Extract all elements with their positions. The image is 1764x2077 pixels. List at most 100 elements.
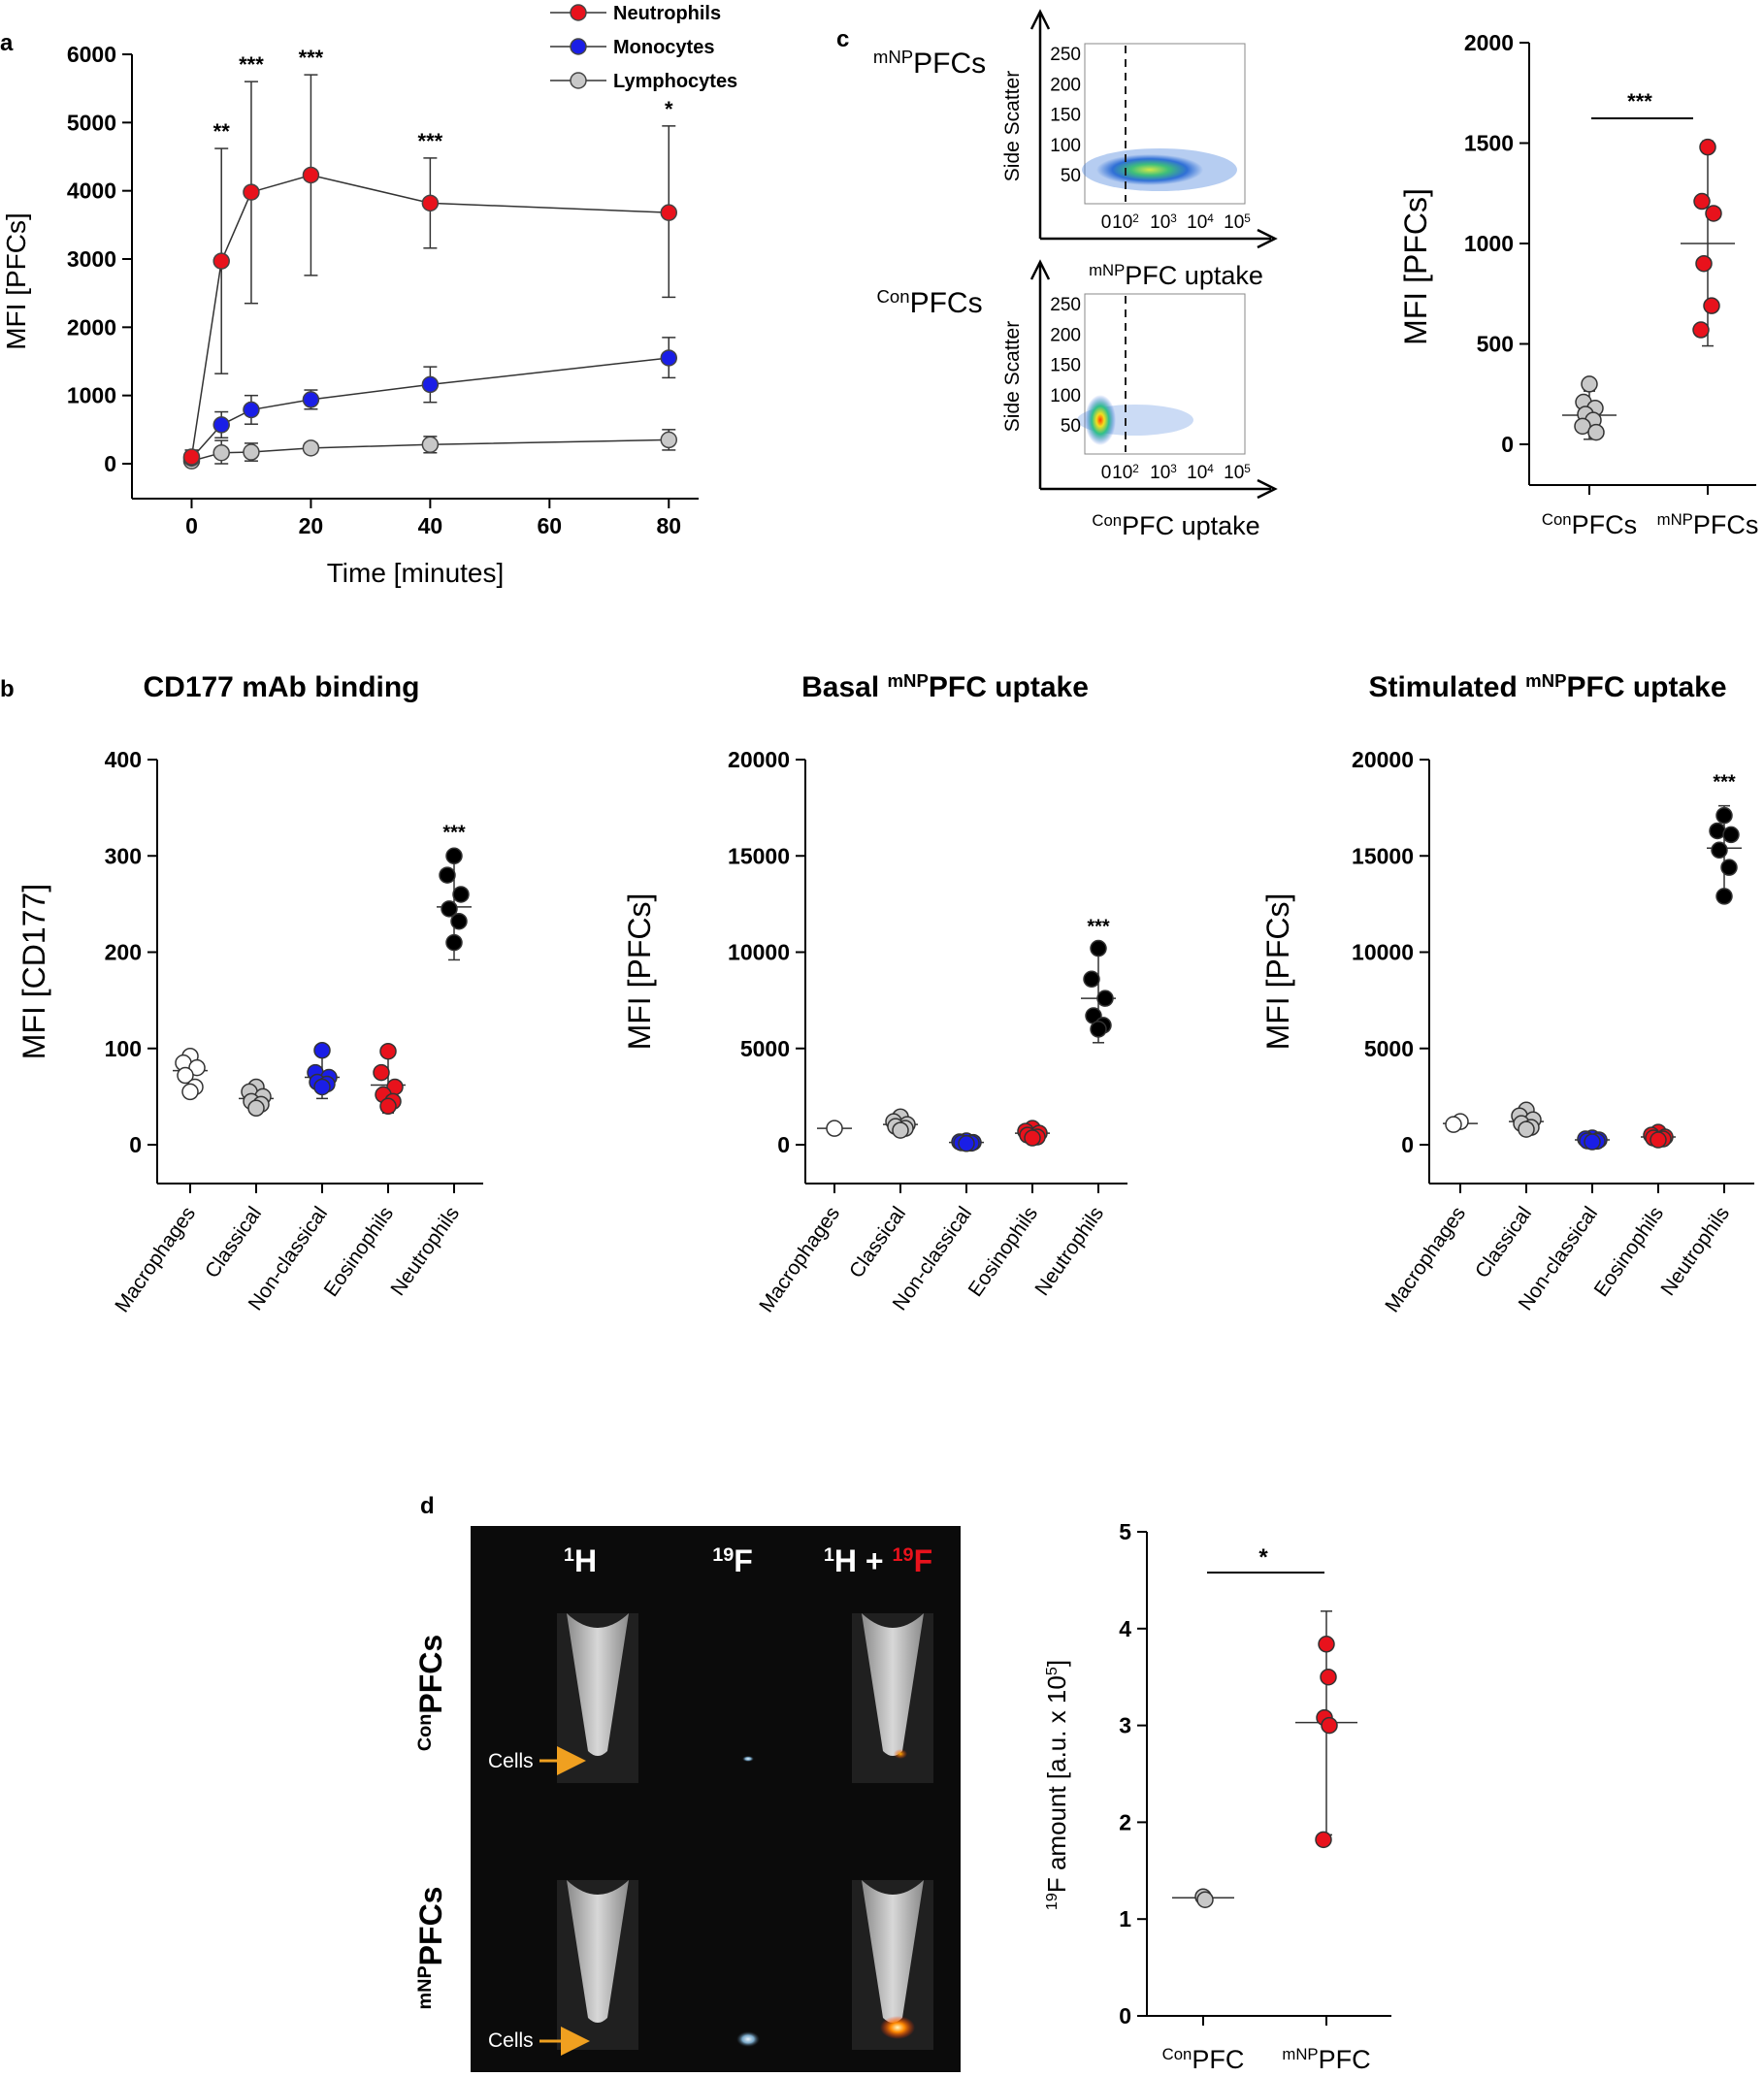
panel-c-scatter-y-tick-label: 500 bbox=[1477, 332, 1514, 357]
panel-a-x-tick-label: 80 bbox=[656, 513, 681, 538]
flow-plot-con-y-tick-label: 50 bbox=[1061, 416, 1081, 437]
panel-d-scatter-x-tick-label-part: mNP bbox=[1282, 2045, 1318, 2063]
panel-b3-significance: *** bbox=[1713, 772, 1736, 794]
panel-a-y-tick-label: 1000 bbox=[67, 383, 116, 408]
flow-plot-con-x-label-part: Con bbox=[1092, 511, 1122, 530]
mri-col-header-overlay-part: 1 bbox=[824, 1544, 834, 1566]
flow-plot-mnp-x-tick-label-part: 2 bbox=[1132, 212, 1139, 225]
panel-b3-title-part: mNP bbox=[1525, 670, 1566, 691]
panel-a-point-lymphocytes bbox=[421, 436, 440, 454]
flow-plot-mnp-y-tick-label: 250 bbox=[1050, 45, 1081, 65]
panel-b3-point bbox=[1445, 1116, 1462, 1133]
flow-plot-mnp-x-tick-label-part: 10 bbox=[1224, 212, 1244, 233]
flow-plot-con-x-tick-label-part: 10 bbox=[1224, 463, 1244, 483]
panel-a-significance: *** bbox=[299, 46, 324, 70]
flow-plot-mnp-x-label-part: mNP bbox=[1089, 261, 1125, 279]
panel-d-scatter-point bbox=[1315, 1831, 1332, 1849]
mri-row-label-mnp-part: PFCs bbox=[413, 1887, 448, 1966]
panel-c-scatter-y-tick-label: 2000 bbox=[1464, 30, 1514, 55]
panel-b1-y-label: MFI [CD177] bbox=[16, 884, 51, 1059]
panel-a-point-monocytes bbox=[212, 416, 230, 434]
panel-a-point-neutrophils bbox=[182, 448, 201, 466]
flow-plot-mnp-name: mNPPFCs bbox=[873, 47, 986, 81]
panel-b3-x-tick-label: Neutrophils bbox=[1656, 1203, 1734, 1300]
flow-plot-mnp-x-label-part: PFC uptake bbox=[1125, 261, 1263, 290]
panel-label-a: a bbox=[0, 30, 14, 56]
panel-b2-point bbox=[1090, 1021, 1107, 1038]
panel-a-point-monocytes bbox=[302, 391, 320, 408]
panel-b1-y-tick-label: 400 bbox=[105, 747, 142, 772]
panel-b1-title: CD177 mAb binding bbox=[143, 671, 419, 703]
panel-b1-point bbox=[247, 1099, 265, 1118]
panel-d-scatter-point bbox=[1318, 1636, 1335, 1653]
panel-b3-title: Stimulated mNPPFC uptake bbox=[1368, 670, 1726, 704]
panel-b2-title-part: PFC uptake bbox=[929, 671, 1089, 703]
panel-d-scatter-x-tick-label-part: PFC bbox=[1192, 2045, 1244, 2074]
panel-d-scatter-y-tick-label: 3 bbox=[1119, 1713, 1131, 1738]
panel-b2-y-tick-label: 0 bbox=[777, 1132, 790, 1157]
panel-d-scatter-y-tick-label: 1 bbox=[1119, 1906, 1131, 1931]
panel-d-scatter-y-tick-label: 4 bbox=[1119, 1616, 1131, 1641]
flow-plot-mnp-x-label: mNPPFC uptake bbox=[1089, 261, 1263, 291]
flow-plot-mnp-y-tick-label: 200 bbox=[1050, 75, 1081, 95]
panel-b1-y-tick-label: 200 bbox=[105, 940, 142, 965]
flow-plot-mnp-y-tick-label: 150 bbox=[1050, 106, 1081, 126]
panel-label-c: c bbox=[836, 26, 849, 52]
panel-c-scatter-point bbox=[1705, 205, 1722, 222]
flow-plot-con-x-tick-label: 102 bbox=[1112, 463, 1139, 484]
panel-b2-point bbox=[1083, 970, 1100, 989]
flow-plot-con-x-tick-label: 0 bbox=[1101, 463, 1112, 483]
panel-b1-y-tick-label: 100 bbox=[105, 1036, 142, 1061]
panel-b1-x-tick-label: Neutrophils bbox=[386, 1203, 464, 1300]
panel-c-scatter-point bbox=[1587, 423, 1605, 441]
panel-d-scatter-y-tick-label: 2 bbox=[1119, 1809, 1131, 1834]
flow-plot-con-x-tick-label: 104 bbox=[1187, 463, 1214, 484]
panel-c-scatter-point bbox=[1699, 138, 1716, 156]
panel-d-scatter-y-label-part: F amount [a.u. x 10 bbox=[1042, 1675, 1071, 1893]
mri-col-header-19f-part: 19 bbox=[712, 1544, 734, 1566]
panel-d-scatter-x-tick-label: ConPFC bbox=[1162, 2045, 1245, 2075]
panel-b2-point bbox=[826, 1120, 843, 1137]
panel-d-scatter-y-label-part: 5 bbox=[1043, 1667, 1061, 1675]
panel-c-scatter-significance: *** bbox=[1627, 89, 1652, 114]
panel-b3-title-part: PFC uptake bbox=[1567, 671, 1727, 703]
panel-a-legend-label: Monocytes bbox=[613, 37, 714, 58]
panel-b3-point bbox=[1715, 888, 1733, 905]
mri-19f-signal-mnp bbox=[736, 2031, 760, 2047]
panel-a-point-monocytes bbox=[421, 375, 440, 394]
panel-a-y-tick-label: 6000 bbox=[67, 42, 116, 67]
panel-b1-point bbox=[177, 1066, 194, 1085]
panel-b2-y-tick-label: 15000 bbox=[728, 843, 790, 868]
panel-b1-y-tick-label: 0 bbox=[129, 1132, 142, 1157]
panel-c-scatter-x-tick-label: ConPFCs bbox=[1542, 510, 1637, 540]
flow-plot-mnp-x-tick-label-part: 10 bbox=[1150, 212, 1170, 233]
mri-col-header-overlay-part: 19 bbox=[893, 1544, 914, 1566]
panel-a-point-lymphocytes bbox=[243, 443, 260, 461]
flow-plot-con-x-label-part: PFC uptake bbox=[1122, 511, 1260, 540]
panel-b2-y-tick-label: 10000 bbox=[728, 940, 790, 965]
panel-a-y-tick-label: 2000 bbox=[67, 314, 116, 340]
flow-plot-con-x-tick-label-part: 2 bbox=[1132, 463, 1139, 475]
panel-a-legend-label: Neutrophils bbox=[613, 3, 721, 24]
flow-plot-mnp-x-tick-label-part: 4 bbox=[1207, 212, 1214, 225]
panel-b2-y-tick-label: 20000 bbox=[728, 747, 790, 772]
panel-b2-title: Basal mNPPFC uptake bbox=[801, 670, 1089, 704]
mri-tube-mnp-overlay-tube bbox=[862, 1880, 924, 2023]
flow-plot-con-x-tick-label-part: 5 bbox=[1244, 463, 1251, 475]
flow-plot-mnp-y-tick-label: 50 bbox=[1061, 166, 1081, 186]
panel-b2-y-label: MFI [PFCs] bbox=[622, 893, 657, 1051]
panel-b3-x-tick-label: Classical bbox=[1471, 1203, 1536, 1282]
panel-b2-significance: *** bbox=[1087, 917, 1110, 938]
flow-plot-mnp-y-arrow bbox=[1029, 9, 1051, 30]
mri-col-header-overlay: 1H + 19F bbox=[824, 1543, 932, 1578]
panel-c-scatter-y-tick-label: 1500 bbox=[1464, 131, 1514, 156]
flow-plot-mnp-x-arrow bbox=[1257, 228, 1278, 249]
mri-row-label-con-part: PFCs bbox=[413, 1635, 448, 1714]
mri-col-header-overlay-part: F bbox=[914, 1543, 933, 1578]
panel-d-scatter-point bbox=[1196, 1891, 1214, 1908]
flow-plot-con-x-tick-label-part: 4 bbox=[1207, 463, 1214, 475]
mri-col-header-1h-part: H bbox=[574, 1543, 597, 1578]
panel-c-scatter-x-tick-label-part: Con bbox=[1542, 510, 1572, 529]
panel-b2-x-tick-label: Classical bbox=[845, 1203, 910, 1282]
